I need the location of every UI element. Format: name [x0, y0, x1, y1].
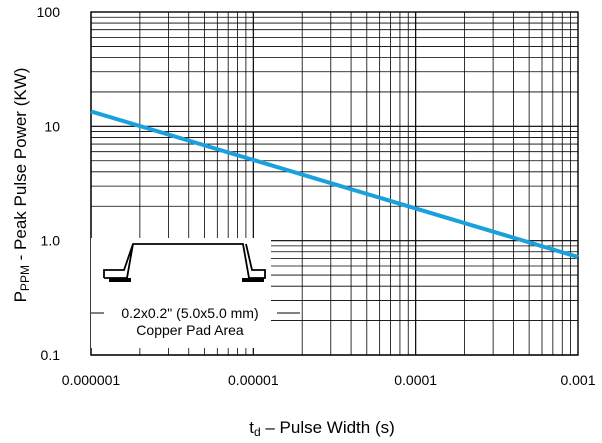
- x-axis-title-text: – Pulse Width (s): [261, 418, 395, 437]
- y-tick-label: 10: [44, 118, 60, 134]
- x-axis-title-subscript: d: [254, 425, 261, 438]
- right-pad: [242, 278, 264, 282]
- y-axis-title-subscript: PPM: [18, 265, 32, 291]
- series-line: [90, 109, 579, 259]
- left-pad: [109, 278, 131, 282]
- inset-background: [91, 238, 271, 348]
- x-tick-label: 0.0001: [394, 372, 437, 388]
- y-tick-label: 100: [37, 4, 61, 20]
- plot-frame: [90, 11, 579, 356]
- y-axis-title-text: - Peak Pulse Power (KW): [11, 68, 30, 265]
- x-tick-label: 0.001: [560, 372, 595, 388]
- copper-pad-inset: 0.2x0.2" (5.0x5.0 mm) Copper Pad Area: [91, 238, 300, 348]
- y-tick-label: 0.1: [41, 347, 61, 363]
- y-tick-label: 1.0: [41, 233, 61, 249]
- grid: [90, 11, 579, 356]
- x-axis-title-prefix: t: [249, 418, 254, 437]
- pad-size-label: 0.2x0.2" (5.0x5.0 mm): [121, 305, 258, 321]
- x-axis-title: td – Pulse Width (s): [249, 418, 395, 438]
- axis-labels: 0.000001 0.00001 0.0001 0.001 0.1 1.0 10 100: [37, 4, 596, 388]
- x-tick-label: 0.00001: [228, 372, 279, 388]
- x-tick-label: 0.000001: [62, 372, 121, 388]
- series-layer: [90, 109, 579, 259]
- pad-area-label: Copper Pad Area: [136, 322, 244, 338]
- y-axis-title-prefix: P: [11, 291, 30, 302]
- y-axis-title: PPPM - Peak Pulse Power (KW): [11, 68, 32, 303]
